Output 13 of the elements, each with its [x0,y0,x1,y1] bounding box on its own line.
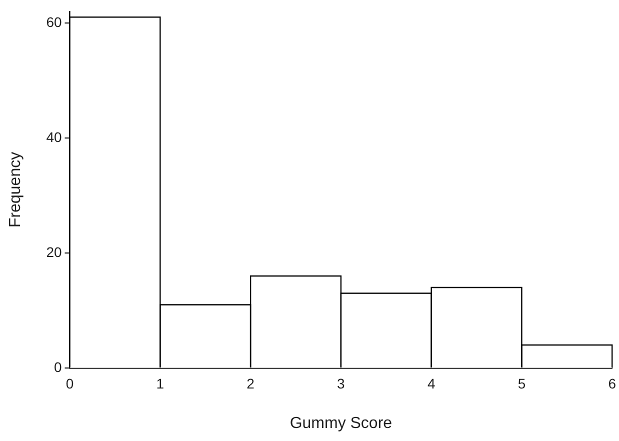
y-tick-label: 40 [46,128,62,145]
y-axis-title: Frequency [7,152,24,228]
x-tick-label: 5 [518,375,526,392]
y-tick-label: 0 [54,358,62,375]
x-tick-label: 0 [66,375,74,392]
x-axis-title: Gummy Score [290,414,392,432]
x-tick-label: 2 [246,375,255,392]
x-tick-label: 1 [156,375,164,392]
x-tick-label: 4 [427,375,436,392]
y-tick-label: 20 [46,244,62,260]
y-tick-label: 60 [46,14,62,30]
x-tick-label: 3 [337,375,346,392]
x-tick-label: 6 [608,375,616,392]
